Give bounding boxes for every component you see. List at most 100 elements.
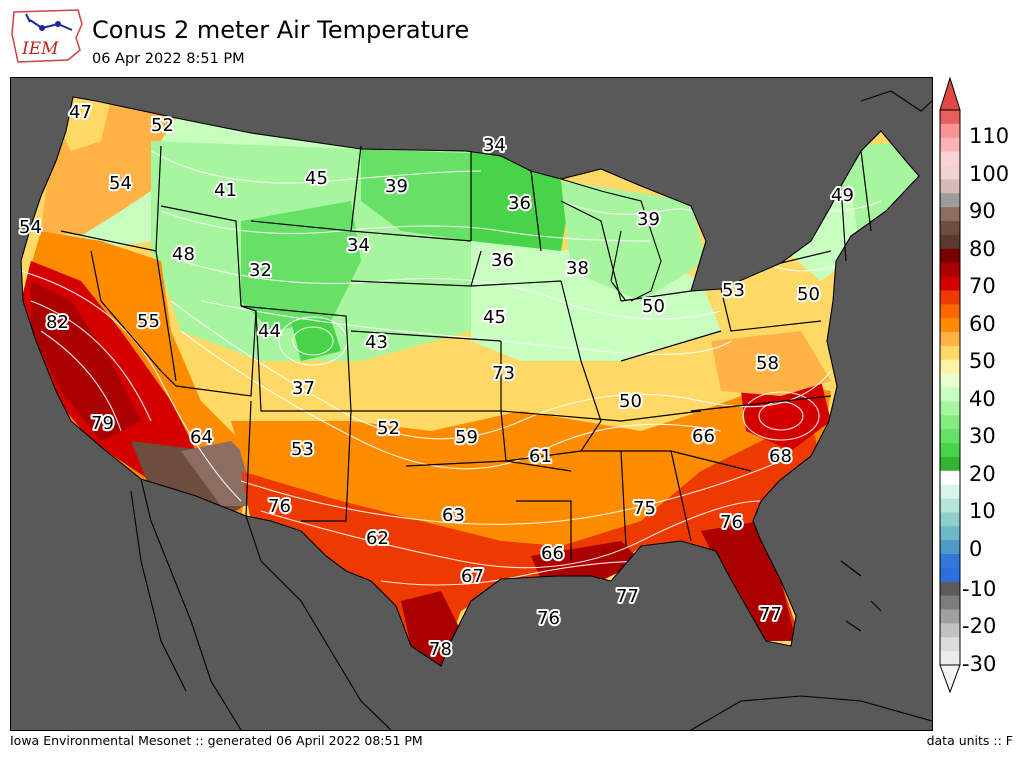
colorbar-swatch (940, 151, 960, 166)
colorbar-swatch (940, 318, 960, 333)
station-value: 39 (637, 209, 660, 230)
station-value: 52 (377, 418, 400, 439)
station-value: 45 (305, 168, 328, 189)
station-value: 76 (720, 512, 743, 533)
colorbar-tick: -20 (962, 614, 996, 638)
colorbar-swatches (940, 110, 960, 666)
colorbar-ticks: 110 100 90 80 70 60 50 40 30 20 10 0 -10… (962, 124, 1009, 676)
colorbar-swatch (940, 498, 960, 513)
colorbar-tick: 30 (969, 424, 996, 448)
colorbar-swatch (940, 123, 960, 139)
colorbar-swatch (940, 609, 960, 624)
colorbar-swatch (940, 262, 960, 277)
station-value: 49 (831, 185, 854, 206)
temperature-map: 47 52 34 54 41 45 39 36 39 49 54 48 34 3… (11, 78, 932, 730)
map-panel: 47 52 34 54 41 45 39 36 39 49 54 48 34 3… (10, 77, 933, 731)
station-value: 36 (508, 193, 531, 214)
station-value: 59 (455, 427, 478, 448)
station-value: 76 (268, 496, 291, 517)
station-value: 53 (722, 280, 745, 301)
station-value: 52 (151, 115, 174, 136)
station-value: 75 (633, 498, 656, 519)
colorbar-swatch (940, 248, 960, 264)
logo-text: IEM (21, 39, 59, 59)
colorbar-swatch (940, 526, 960, 541)
station-value: 43 (365, 332, 388, 353)
colorbar-swatch (940, 567, 960, 583)
station-value: 47 (69, 102, 92, 123)
station-value: 38 (566, 258, 589, 279)
station-value: 44 (258, 321, 281, 342)
station-value: 66 (541, 543, 564, 564)
colorbar-swatch (940, 234, 960, 250)
station-value: 68 (769, 446, 792, 467)
colorbar-tick: -30 (962, 652, 996, 676)
iem-logo: IEM (11, 9, 83, 63)
station-value: 63 (442, 505, 465, 526)
colorbar-swatch (940, 221, 960, 236)
station-value: 77 (759, 604, 782, 625)
colorbar-tick: 110 (969, 124, 1009, 148)
colorbar-swatch (940, 193, 960, 208)
colorbar-tick: 20 (969, 462, 996, 486)
colorbar-tick: 50 (969, 349, 996, 373)
station-value: 34 (347, 235, 370, 256)
colorbar-tick: 60 (969, 312, 996, 336)
station-value: 67 (461, 566, 484, 587)
colorbar-swatch (940, 540, 960, 555)
station-value: 77 (616, 586, 639, 607)
station-value: 66 (692, 426, 715, 447)
station-value: 39 (385, 176, 408, 197)
colorbar-tick: 10 (969, 499, 996, 523)
colorbar-tick: 0 (969, 537, 982, 561)
colorbar-swatch (940, 512, 960, 527)
page-subtitle: 06 Apr 2022 8:51 PM (92, 51, 245, 67)
colorbar-swatch (940, 290, 960, 305)
colorbar-swatch (940, 554, 960, 569)
colorbar-tick: 90 (969, 199, 996, 223)
station-value: 50 (797, 284, 820, 305)
colorbar-swatch (940, 276, 960, 291)
station-value: 54 (19, 217, 42, 238)
station-value: 61 (529, 446, 552, 467)
station-value: 78 (429, 639, 452, 660)
colorbar-tick: 40 (969, 387, 996, 411)
station-value: 37 (292, 378, 315, 399)
colorbar-swatch (940, 110, 960, 125)
station-value: 34 (483, 135, 506, 156)
colorbar-swatch (940, 637, 960, 652)
station-value: 82 (46, 312, 69, 333)
station-value: 32 (249, 260, 272, 281)
colorbar-tick: 100 (969, 162, 1009, 186)
colorbar-swatch (940, 581, 960, 597)
station-value: 45 (483, 307, 506, 328)
footer-credit: Iowa Environmental Mesonet :: generated … (10, 733, 423, 748)
colorbar-swatch (940, 595, 960, 610)
station-value: 50 (619, 391, 642, 412)
station-value: 50 (642, 296, 665, 317)
colorbar-swatch (940, 415, 960, 430)
colorbar-swatch (940, 345, 960, 361)
station-value: 53 (291, 439, 314, 460)
colorbar-swatch (940, 373, 960, 388)
temperature-colorbar: 110 100 90 80 70 60 50 40 30 20 10 0 -10… (939, 76, 1009, 694)
station-value: 62 (366, 528, 389, 549)
station-value: 48 (172, 244, 195, 265)
station-value: 58 (756, 353, 779, 374)
station-value: 76 (537, 608, 560, 629)
colorbar-swatch (940, 623, 960, 638)
colorbar-tick: 80 (969, 237, 996, 261)
station-value: 73 (492, 363, 515, 384)
colorbar-tick: 70 (969, 274, 996, 298)
colorbar-swatch (940, 470, 960, 486)
colorbar-swatch (940, 443, 960, 458)
station-value: 55 (137, 311, 160, 332)
station-value: 79 (91, 413, 114, 434)
colorbar-swatch (940, 401, 960, 416)
colorbar-swatch (940, 332, 960, 347)
colorbar-swatch (940, 651, 960, 666)
footer-units: data units :: F (926, 733, 1013, 748)
station-value: 41 (214, 180, 237, 201)
colorbar-swatch (940, 429, 960, 444)
station-value: 64 (190, 427, 213, 448)
